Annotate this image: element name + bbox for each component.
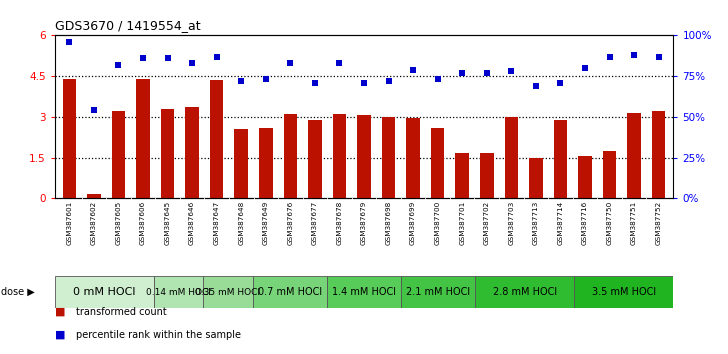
Text: GSM387605: GSM387605 — [116, 201, 122, 245]
Point — [628, 52, 640, 58]
Point — [432, 76, 443, 82]
Text: GSM387645: GSM387645 — [165, 201, 170, 245]
Bar — [154, 276, 203, 308]
Text: GSM387647: GSM387647 — [213, 201, 220, 245]
Text: GSM387677: GSM387677 — [312, 201, 318, 245]
Text: GSM387703: GSM387703 — [508, 201, 515, 245]
Point — [579, 65, 591, 71]
Point — [481, 70, 493, 76]
Point — [555, 80, 566, 85]
Bar — [259, 128, 272, 198]
Bar — [234, 129, 248, 198]
Point — [260, 76, 272, 82]
Point — [456, 70, 468, 76]
Text: 0.14 mM HOCl: 0.14 mM HOCl — [146, 287, 211, 297]
Bar — [406, 118, 420, 198]
Point — [407, 67, 419, 73]
Point — [358, 80, 370, 85]
Point — [604, 54, 615, 59]
Text: GSM387679: GSM387679 — [361, 201, 367, 245]
Bar — [87, 194, 100, 198]
Bar — [628, 113, 641, 198]
Point — [113, 62, 124, 68]
Text: GSM387676: GSM387676 — [288, 201, 293, 245]
Text: GSM387701: GSM387701 — [459, 201, 465, 245]
Bar — [574, 276, 673, 308]
Text: GSM387750: GSM387750 — [606, 201, 612, 245]
Bar — [284, 114, 297, 198]
Bar — [210, 80, 223, 198]
Point — [505, 68, 517, 74]
Text: 1.4 mM HOCl: 1.4 mM HOCl — [332, 287, 396, 297]
Text: 0 mM HOCl: 0 mM HOCl — [73, 287, 135, 297]
Text: GSM387714: GSM387714 — [558, 201, 563, 245]
Text: 0.7 mM HOCl: 0.7 mM HOCl — [258, 287, 322, 297]
Text: transformed count: transformed count — [76, 307, 167, 316]
Bar — [529, 158, 542, 198]
Text: 2.1 mM HOCl: 2.1 mM HOCl — [406, 287, 470, 297]
Bar — [203, 276, 253, 308]
Text: GSM387649: GSM387649 — [263, 201, 269, 245]
Text: GSM387713: GSM387713 — [533, 201, 539, 245]
Bar — [333, 114, 347, 198]
Text: GSM387646: GSM387646 — [189, 201, 195, 245]
Bar — [308, 120, 322, 198]
Bar — [186, 107, 199, 198]
Bar — [161, 109, 174, 198]
Bar — [381, 117, 395, 198]
Text: GSM387752: GSM387752 — [656, 201, 662, 245]
Point — [186, 60, 198, 66]
Text: GSM387716: GSM387716 — [582, 201, 588, 245]
Text: GSM387678: GSM387678 — [336, 201, 342, 245]
Point — [285, 60, 296, 66]
Point — [88, 108, 100, 113]
Point — [653, 54, 665, 59]
Text: 3.5 mM HOCl: 3.5 mM HOCl — [592, 287, 656, 297]
Text: GSM387702: GSM387702 — [484, 201, 490, 245]
Text: ■: ■ — [55, 330, 65, 339]
Point — [235, 78, 247, 84]
Bar — [401, 276, 475, 308]
Bar — [578, 156, 592, 198]
Bar — [136, 79, 150, 198]
Bar — [431, 128, 444, 198]
Text: 2.8 mM HOCl: 2.8 mM HOCl — [493, 287, 557, 297]
Text: percentile rank within the sample: percentile rank within the sample — [76, 330, 242, 339]
Bar — [475, 276, 574, 308]
Text: GSM387699: GSM387699 — [410, 201, 416, 245]
Text: dose ▶: dose ▶ — [1, 287, 34, 297]
Point — [383, 78, 395, 84]
Bar — [55, 276, 154, 308]
Point — [162, 55, 173, 61]
Text: GSM387751: GSM387751 — [631, 201, 637, 245]
Text: GSM387601: GSM387601 — [66, 201, 72, 245]
Text: GSM387700: GSM387700 — [435, 201, 440, 245]
Point — [309, 80, 321, 85]
Bar — [357, 115, 371, 198]
Text: 0.35 mM HOCl: 0.35 mM HOCl — [195, 287, 261, 297]
Bar — [456, 154, 469, 198]
Bar — [652, 112, 665, 198]
Bar — [111, 112, 125, 198]
Bar — [63, 79, 76, 198]
Text: ■: ■ — [55, 307, 65, 316]
Bar — [327, 276, 401, 308]
Text: GSM387698: GSM387698 — [386, 201, 392, 245]
Point — [530, 83, 542, 89]
Bar — [480, 154, 494, 198]
Point — [333, 60, 345, 66]
Text: GSM387606: GSM387606 — [140, 201, 146, 245]
Point — [137, 55, 149, 61]
Point — [63, 39, 75, 45]
Bar — [505, 117, 518, 198]
Bar — [603, 151, 617, 198]
Text: GSM387648: GSM387648 — [238, 201, 244, 245]
Bar — [554, 120, 567, 198]
Point — [211, 54, 223, 59]
Bar — [253, 276, 327, 308]
Text: GDS3670 / 1419554_at: GDS3670 / 1419554_at — [55, 19, 200, 32]
Text: GSM387602: GSM387602 — [91, 201, 97, 245]
